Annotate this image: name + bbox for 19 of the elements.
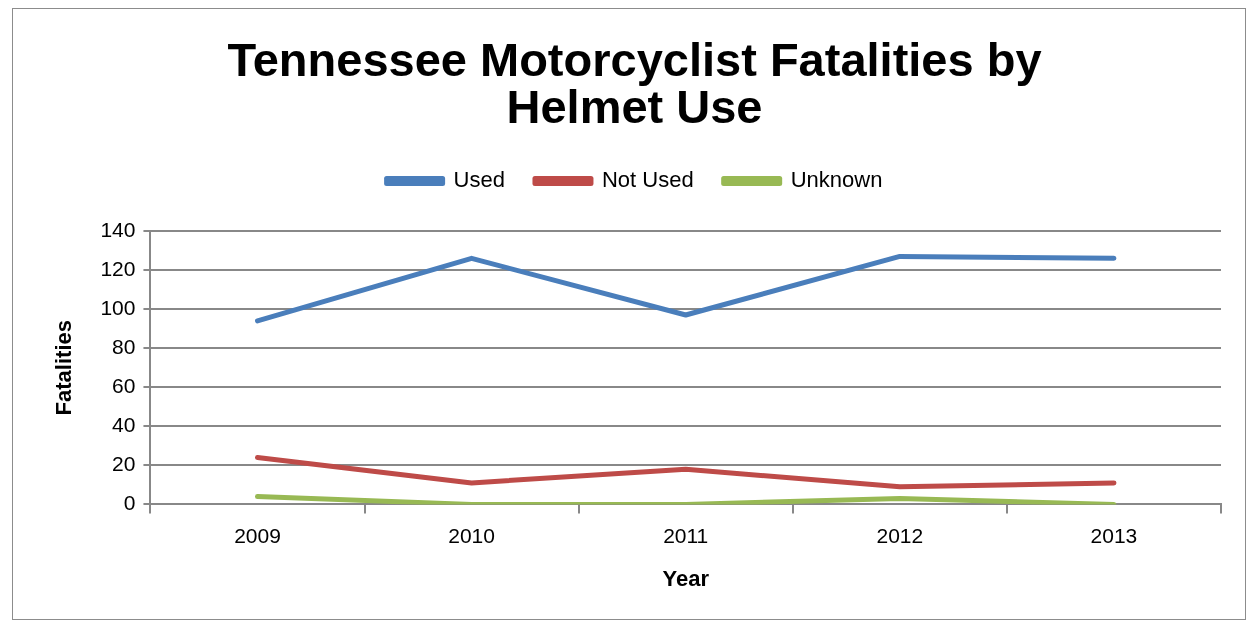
- y-tick-label: 40: [112, 413, 136, 437]
- legend-label: Unknown: [790, 167, 883, 193]
- x-axis-title: Year: [662, 565, 710, 591]
- y-tick-label: 80: [112, 334, 136, 358]
- y-tick-label: 0: [123, 491, 136, 515]
- x-tick-label: 2011: [663, 523, 709, 547]
- legend-label: Not Used: [601, 167, 694, 193]
- x-tick-label: 2012: [876, 523, 924, 547]
- y-axis-title: Fatalities: [51, 320, 77, 416]
- x-tick-label: 2010: [448, 523, 495, 547]
- y-tick-label: 100: [100, 295, 136, 319]
- y-tick-label: 60: [112, 374, 136, 398]
- y-tick-label: 140: [100, 217, 136, 241]
- y-tick-label: 20: [112, 452, 136, 476]
- legend-label: Used: [453, 167, 505, 193]
- x-tick-label: 2009: [234, 523, 281, 547]
- x-tick-label: 2013: [1090, 523, 1138, 547]
- chart-title: Tennessee Motorcyclist Fatalities by Helmet Use: [227, 33, 1042, 134]
- y-tick-label: 120: [100, 256, 136, 280]
